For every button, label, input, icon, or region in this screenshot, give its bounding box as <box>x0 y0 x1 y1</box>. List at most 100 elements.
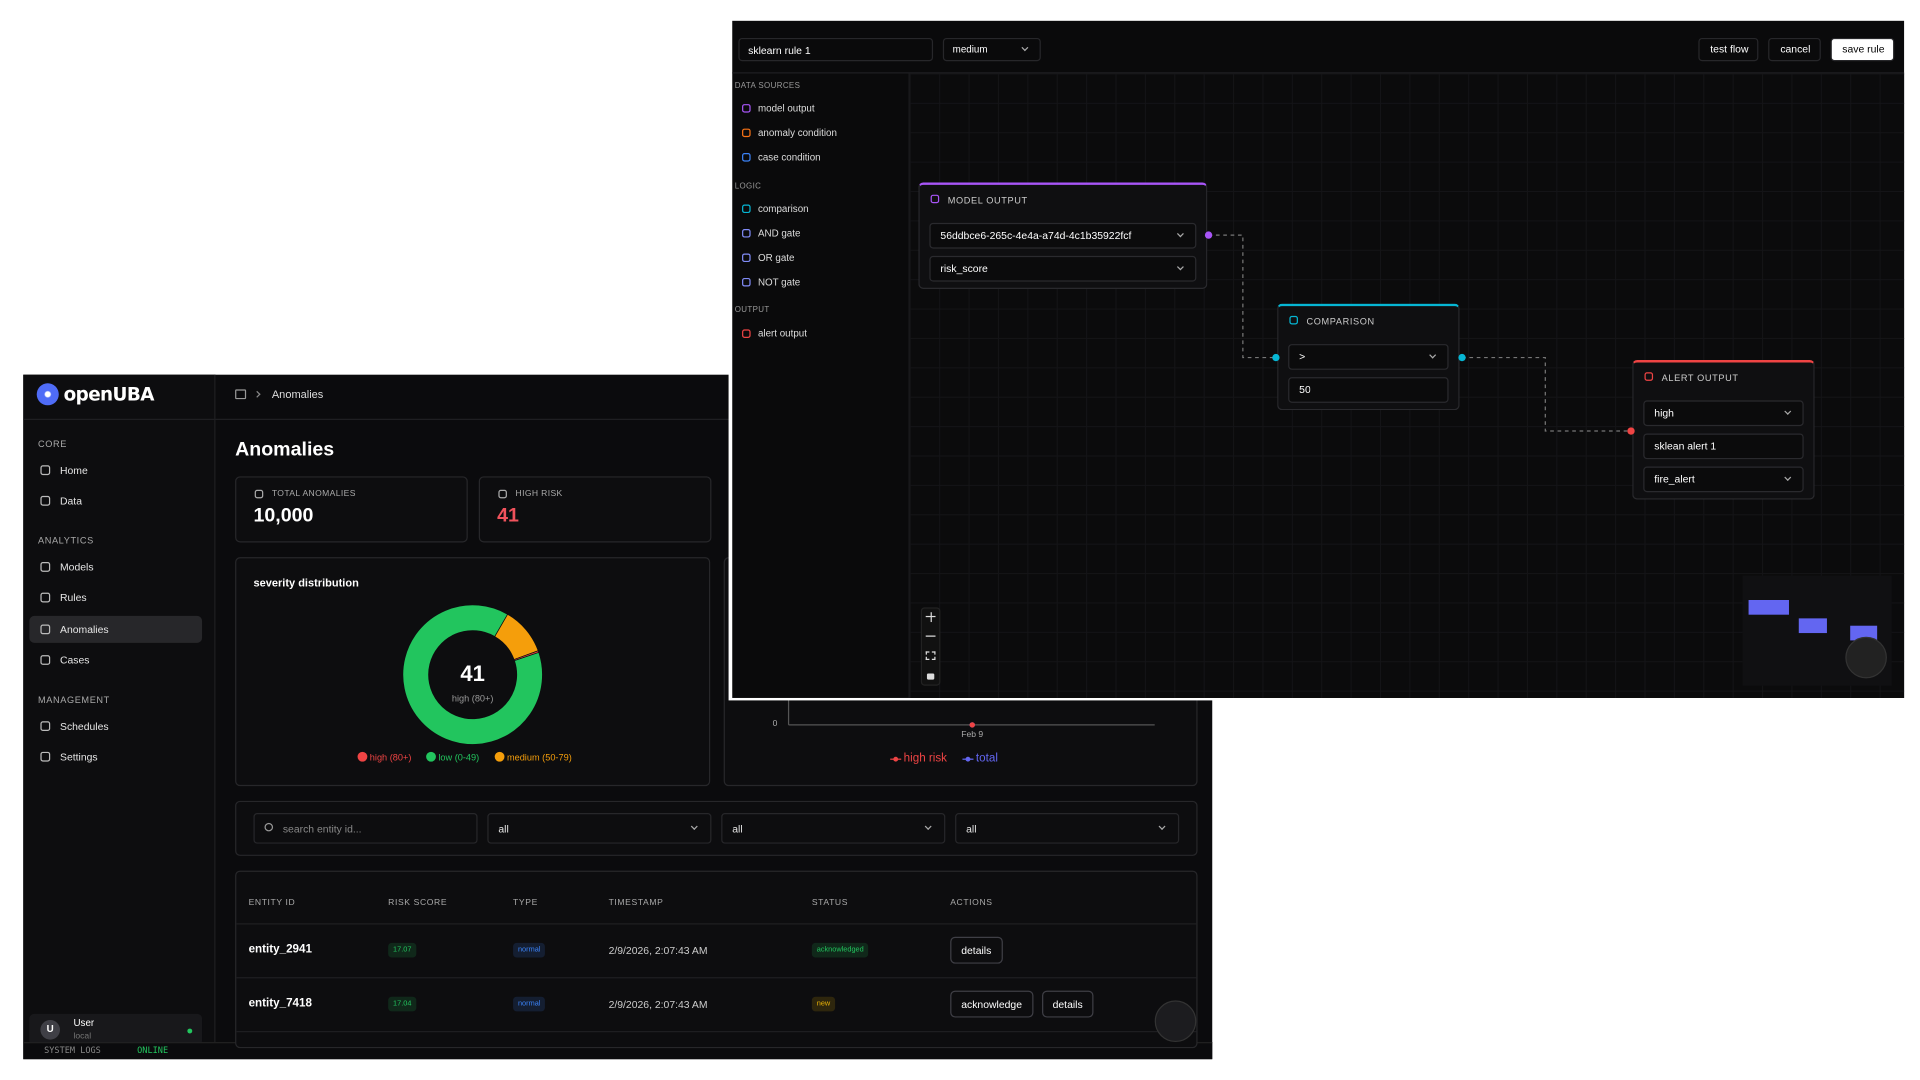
node-field[interactable] <box>929 255 1197 282</box>
badge: acknowledged <box>811 942 869 958</box>
palette-item[interactable]: AND gate <box>757 227 801 240</box>
palette-item[interactable]: NOT gate <box>757 276 801 288</box>
nav-icon <box>40 623 51 634</box>
stat-card <box>478 476 712 543</box>
search-icon <box>264 822 274 832</box>
badge: normal <box>513 942 546 958</box>
donut-center-value: 41 <box>460 661 485 686</box>
action-button[interactable]: details <box>950 936 1003 964</box>
palette-divider <box>908 73 910 698</box>
stat-card <box>235 476 468 543</box>
palette-item[interactable]: case condition <box>757 152 821 164</box>
nav-item[interactable]: Cases <box>60 653 90 666</box>
filter-select[interactable] <box>955 813 1180 844</box>
palette-icon <box>742 128 751 138</box>
palette-section: LOGIC <box>734 182 762 192</box>
node-field-value: 56ddbce6-265c-4e4a-a74d-4c1b35922fcf <box>940 229 1132 242</box>
stat-label: TOTAL ANOMALIES <box>271 489 356 499</box>
filter-select[interactable] <box>721 813 946 844</box>
severity: medium <box>952 44 988 56</box>
nav-icon <box>40 593 51 603</box>
palette-item[interactable]: alert output <box>757 328 807 340</box>
table-header: TYPE <box>513 898 538 908</box>
nav-item[interactable]: Schedules <box>60 719 109 733</box>
palette-item[interactable]: model output <box>757 103 815 115</box>
node-title: MODEL OUTPUT <box>947 194 1028 206</box>
nav-item[interactable]: Rules <box>60 591 87 604</box>
assistant-button[interactable] <box>1845 636 1887 679</box>
donut-center-label: high (80+) <box>451 692 494 704</box>
severity-select[interactable] <box>942 37 1041 62</box>
status-logs: SYSTEM LOGS <box>44 1045 101 1056</box>
home-icon <box>235 389 247 400</box>
palette-icon <box>742 253 751 263</box>
node-field[interactable] <box>1643 466 1804 493</box>
nav-item[interactable]: Settings <box>60 750 98 764</box>
palette-icon <box>742 228 751 238</box>
nav-item[interactable]: Home <box>60 463 88 477</box>
node-field-value: > <box>1299 350 1306 363</box>
node-field[interactable] <box>1643 433 1804 460</box>
x-tick-label: Feb 9 <box>961 730 984 740</box>
rule-name: sklearn rule 1 <box>748 43 811 57</box>
zoom-controls <box>920 607 941 686</box>
palette-item[interactable]: OR gate <box>757 252 795 264</box>
action-button[interactable]: acknowledge <box>950 990 1034 1018</box>
minimap-node <box>1748 600 1789 615</box>
palette-item[interactable]: comparison <box>757 203 809 215</box>
stat-icon <box>254 489 264 499</box>
table-header: ACTIONS <box>950 898 993 908</box>
toolbar-buttons: test flow cancel save rule <box>1698 37 1895 62</box>
table-header: ENTITY ID <box>248 898 296 908</box>
row-actions: details <box>950 936 1003 964</box>
nav-item[interactable]: Anomalies <box>60 622 109 635</box>
zoom-out[interactable] <box>925 635 936 637</box>
palette-section: OUTPUT <box>734 306 770 315</box>
stat-value: 10,000 <box>253 506 314 528</box>
row-divider <box>236 1031 1197 1033</box>
nav-active <box>29 615 203 643</box>
chart-title: severity distribution <box>253 576 359 589</box>
node-field-value: 50 <box>1299 383 1311 396</box>
node-icon <box>1289 315 1298 325</box>
legend-label: low (0-49) <box>438 751 480 763</box>
nav-icon <box>40 562 51 572</box>
node-field[interactable] <box>1288 344 1449 370</box>
rule-name-input[interactable] <box>738 37 934 62</box>
row-divider <box>236 977 1197 979</box>
node-field[interactable] <box>1643 400 1804 427</box>
node-field-value: sklean alert 1 <box>1654 440 1717 453</box>
user-name: User <box>73 1017 95 1029</box>
floating-button[interactable] <box>1154 1000 1197 1043</box>
nav-icon <box>40 465 51 476</box>
fit-view[interactable] <box>925 651 936 660</box>
action-button[interactable]: details <box>1041 990 1094 1018</box>
nav-item[interactable]: Models <box>60 560 94 573</box>
table-header: STATUS <box>811 898 849 908</box>
lock[interactable] <box>926 673 935 680</box>
filter-select[interactable] <box>487 813 712 844</box>
nav-item[interactable]: Data <box>60 494 83 508</box>
palette-icon <box>742 329 751 338</box>
nav-icon <box>40 496 51 507</box>
palette-icon <box>742 277 751 287</box>
legend-label: high risk <box>903 752 947 766</box>
node-field-value: risk_score <box>940 262 988 275</box>
table-header: RISK SCORE <box>388 898 448 908</box>
palette-item[interactable]: anomaly condition <box>757 127 837 139</box>
toolbar-button[interactable]: cancel <box>1768 37 1821 62</box>
toolbar-button[interactable]: save rule <box>1830 37 1895 62</box>
filter-card <box>235 800 1198 856</box>
minimap-node <box>1798 618 1827 634</box>
toolbar-button[interactable]: test flow <box>1698 37 1759 62</box>
node-title: ALERT OUTPUT <box>1661 371 1739 383</box>
nav-section: CORE <box>37 437 67 449</box>
nav-icon <box>40 721 51 732</box>
node-field[interactable] <box>929 222 1197 249</box>
search-input[interactable] <box>253 813 478 844</box>
node-icon <box>1644 372 1654 381</box>
palette-icon <box>742 104 751 113</box>
status-online: ONLINE <box>137 1045 169 1056</box>
node-field[interactable] <box>1288 377 1449 403</box>
